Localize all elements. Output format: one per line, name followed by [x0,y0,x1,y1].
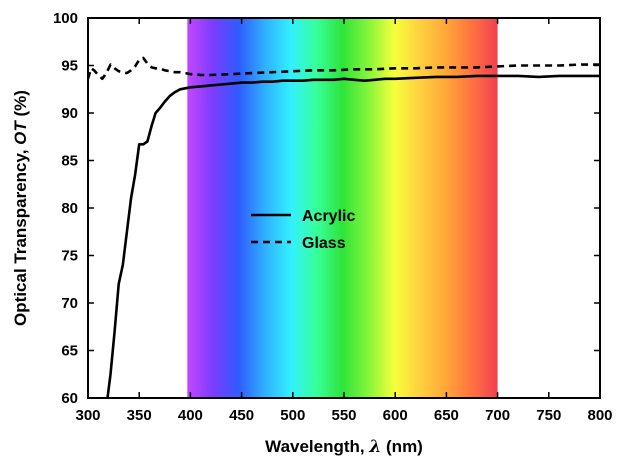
x-tick-label: 650 [434,407,459,424]
x-tick-label: 450 [229,407,254,424]
series-line-acrylic [106,74,600,398]
x-tick-label: 500 [280,407,305,424]
y-tick-label: 85 [61,153,78,170]
x-tick-label: 700 [485,407,510,424]
x-axis-title: Wavelength, λ (nm) [265,437,423,457]
visible-spectrum-band [187,18,498,398]
y-tick-label: 100 [53,10,78,27]
y-tick-label: 95 [61,58,78,75]
y-tick-label: 60 [61,390,78,407]
x-tick-label: 300 [75,407,100,424]
y-tick-label: 65 [61,343,78,360]
y-tick-label: 75 [61,248,78,265]
x-tick-label: 400 [178,407,203,424]
series-line-glass [88,56,600,81]
x-tick-label: 750 [536,407,561,424]
x-tick-label: 550 [331,407,356,424]
legend: Acrylic Glass [251,208,355,252]
legend-glass-label: Glass [302,235,346,252]
x-tick-label: 800 [587,407,612,424]
legend-acrylic-label: Acrylic [302,208,355,225]
y-tick-label: 80 [61,200,78,217]
x-tick-label: 350 [127,407,152,424]
y-tick-label: 90 [61,105,78,122]
x-tick-label: 600 [383,407,408,424]
y-axis-title: Optical Transparency, OT (%) [11,90,30,326]
y-tick-label: 70 [61,295,78,312]
